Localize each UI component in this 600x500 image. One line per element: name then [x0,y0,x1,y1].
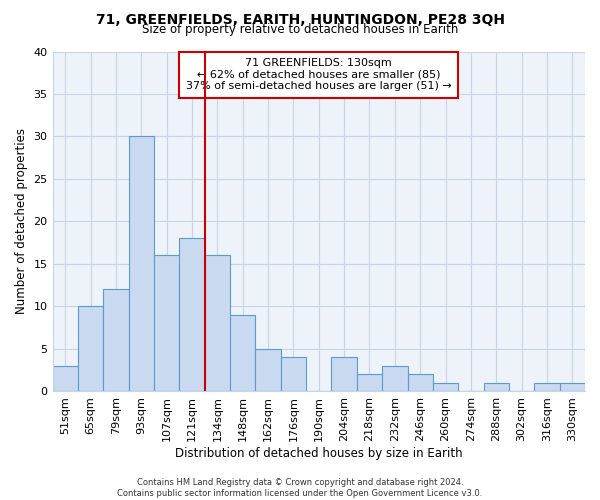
Bar [407,374,433,392]
Y-axis label: Number of detached properties: Number of detached properties [15,128,28,314]
Bar [154,256,179,392]
Bar [331,358,357,392]
Bar [230,315,256,392]
Text: 71, GREENFIELDS, EARITH, HUNTINGDON, PE28 3QH: 71, GREENFIELDS, EARITH, HUNTINGDON, PE2… [95,12,505,26]
X-axis label: Distribution of detached houses by size in Earith: Distribution of detached houses by size … [175,447,463,460]
Bar [433,383,458,392]
Bar [256,349,281,392]
Bar [534,383,560,392]
Bar [205,256,230,392]
Text: Contains HM Land Registry data © Crown copyright and database right 2024.
Contai: Contains HM Land Registry data © Crown c… [118,478,482,498]
Bar [179,238,205,392]
Text: Size of property relative to detached houses in Earith: Size of property relative to detached ho… [142,22,458,36]
Bar [78,306,103,392]
Bar [382,366,407,392]
Bar [484,383,509,392]
Bar [128,136,154,392]
Bar [103,290,128,392]
Bar [281,358,306,392]
Bar [560,383,585,392]
Bar [53,366,78,392]
Text: 71 GREENFIELDS: 130sqm
← 62% of detached houses are smaller (85)
37% of semi-det: 71 GREENFIELDS: 130sqm ← 62% of detached… [186,58,452,92]
Bar [357,374,382,392]
